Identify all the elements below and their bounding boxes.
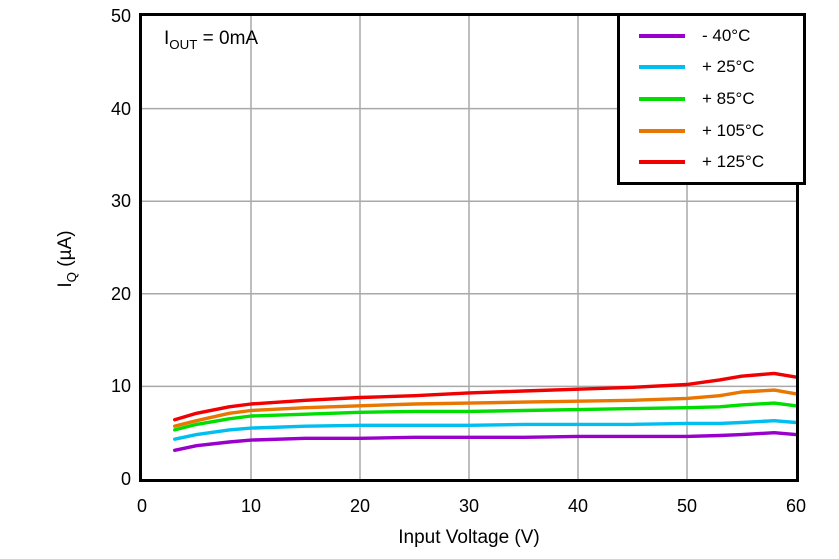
legend-line-sample: [639, 33, 685, 38]
annotation-value: = 0mA: [197, 28, 259, 49]
y-axis-symbol-subscript: Q: [63, 271, 79, 283]
legend-label: + 25°C: [702, 57, 755, 77]
series-line-2: [173, 401, 796, 432]
legend-label: + 125°C: [702, 152, 765, 172]
x-tick-label: 40: [567, 496, 589, 516]
series-line-3: [173, 388, 796, 428]
y-tick-label: 50: [110, 6, 131, 26]
x-tick-label: 10: [240, 496, 262, 516]
plot-canvas: [142, 16, 796, 479]
x-tick-label: 0: [136, 496, 147, 516]
y-tick-label: 0: [120, 469, 131, 489]
series-line-1: [173, 419, 796, 441]
legend-label: - 40°C: [702, 25, 751, 45]
y-tick-label: 30: [110, 191, 131, 211]
legend-line-sample: [639, 65, 685, 70]
y-axis-unit: (µA): [55, 230, 76, 272]
y-tick-label: 20: [110, 284, 131, 304]
legend-item: + 105°C: [620, 117, 803, 145]
x-tick-label: 50: [676, 496, 698, 516]
annotation-iout: IOUT = 0mA: [164, 28, 259, 52]
legend-item: + 25°C: [620, 53, 803, 81]
legend-item: + 125°C: [620, 148, 803, 176]
y-tick-label: 40: [110, 99, 131, 119]
legend-line-sample: [639, 128, 685, 133]
legend-label: + 85°C: [702, 88, 755, 108]
legend-item: + 85°C: [620, 85, 803, 113]
legend-item: - 40°C: [620, 22, 803, 50]
x-axis-title: Input Voltage (V): [398, 527, 540, 548]
series-line-0: [173, 431, 796, 452]
legend-label: + 105°C: [702, 120, 765, 140]
legend-line-sample: [639, 96, 685, 101]
x-tick-label: 60: [785, 496, 807, 516]
x-tick-label: 20: [349, 496, 371, 516]
x-tick-label: 30: [458, 496, 480, 516]
legend-line-sample: [639, 160, 685, 165]
y-tick-label: 10: [110, 376, 131, 396]
legend: - 40°C + 25°C + 85°C + 105°C + 125°C: [617, 13, 806, 185]
y-axis-title: IQ (µA): [55, 230, 79, 287]
annotation-symbol: I: [164, 28, 170, 49]
annotation-subscript: OUT: [169, 36, 198, 52]
series-line-4: [173, 371, 796, 422]
